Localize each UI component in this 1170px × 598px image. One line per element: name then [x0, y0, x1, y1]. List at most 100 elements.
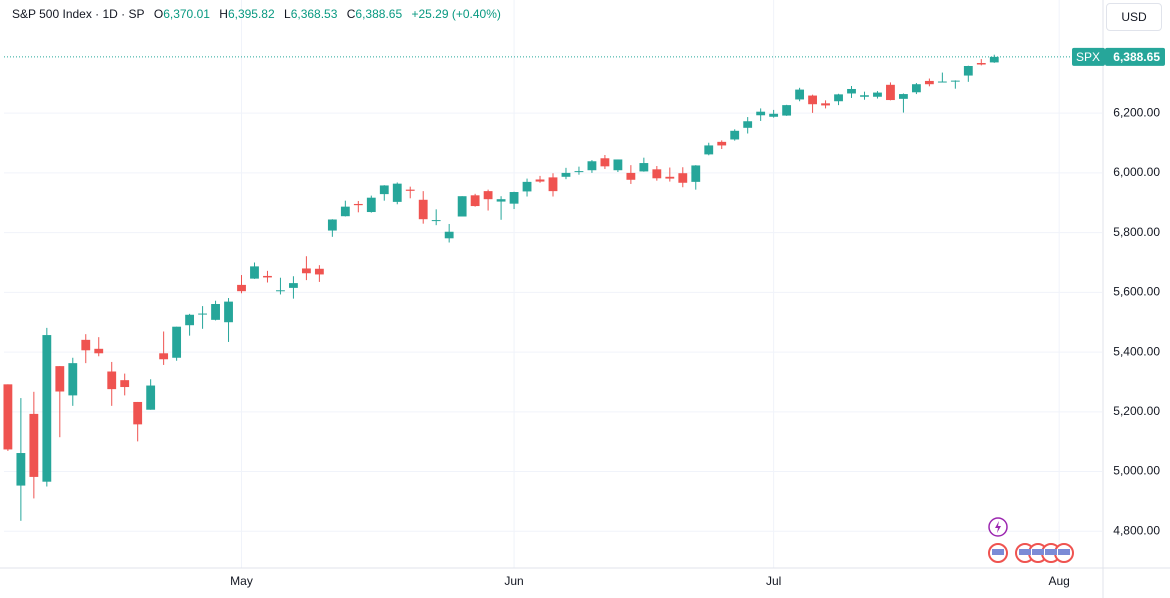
- candle-body: [185, 314, 195, 326]
- candle-body: [314, 268, 324, 275]
- candle-body: [107, 371, 117, 390]
- x-tick-label: May: [230, 574, 253, 588]
- candle-body: [860, 95, 869, 97]
- candle-body: [392, 183, 402, 202]
- candle-body: [704, 145, 714, 155]
- candle-body: [899, 94, 908, 99]
- y-tick-label: 4,800.00: [1113, 523, 1160, 537]
- symbol-tag-label: SPX: [1076, 50, 1100, 64]
- candle-body: [42, 335, 52, 482]
- candle-body: [976, 63, 986, 65]
- x-tick-label: Jun: [504, 574, 523, 588]
- candle-body: [301, 268, 311, 274]
- candle-body: [769, 113, 779, 117]
- candle-body: [847, 88, 856, 94]
- x-tick-label: Aug: [1048, 574, 1069, 588]
- candle-body: [366, 197, 376, 213]
- candle-body: [522, 181, 532, 192]
- candle-body: [16, 453, 26, 486]
- candle-body: [834, 94, 843, 102]
- flag-glyph: [1058, 549, 1070, 555]
- candle-body: [263, 275, 272, 278]
- candle-body: [639, 163, 649, 172]
- candle-body: [94, 348, 104, 354]
- candle-body: [665, 176, 675, 179]
- high-label: H: [219, 7, 228, 21]
- low-value: 6,368.53: [290, 7, 338, 21]
- candle-body: [626, 172, 636, 180]
- candle-body: [795, 89, 805, 100]
- flag-glyph: [1045, 549, 1057, 555]
- candle-body: [68, 363, 78, 396]
- candle-body: [379, 185, 389, 195]
- symbol-title: S&P 500 Index · 1D · SP: [12, 7, 145, 21]
- candle-body: [211, 304, 220, 320]
- low-label: L: [284, 7, 291, 21]
- candle-body: [509, 192, 519, 204]
- candle-body: [535, 179, 545, 182]
- candle-body: [600, 158, 610, 167]
- candle-body: [444, 231, 454, 239]
- close-value: 6,388.65: [355, 7, 403, 21]
- candle-body: [470, 195, 480, 207]
- change-value: +25.29 (+0.40%): [411, 7, 501, 21]
- candle-body: [756, 111, 766, 116]
- event-icons: [988, 517, 1074, 563]
- lightning-glyph: [995, 521, 1001, 533]
- candle-body: [678, 173, 688, 183]
- candle-body: [950, 80, 960, 82]
- candle-body: [574, 171, 584, 173]
- y-tick-label: 5,000.00: [1113, 464, 1160, 478]
- price-tag: [1105, 47, 1165, 66]
- candle-body: [133, 401, 143, 425]
- candle-body: [561, 172, 571, 177]
- candle-body: [963, 65, 973, 76]
- candle-body: [250, 266, 259, 279]
- candle-body: [989, 56, 999, 63]
- candle-body: [289, 283, 298, 288]
- y-tick-label: 5,400.00: [1113, 344, 1160, 358]
- flag-glyph: [1019, 549, 1031, 555]
- candle-body: [457, 196, 467, 217]
- price-tag-label: 6,388.65: [1113, 50, 1160, 64]
- candle-body: [327, 219, 337, 231]
- y-tick-label: 5,800.00: [1113, 225, 1160, 239]
- candle-body: [911, 84, 921, 93]
- candle-body: [613, 159, 623, 171]
- candle-body: [224, 301, 233, 323]
- symbol-tag: [1072, 47, 1105, 66]
- candle-body: [405, 189, 415, 191]
- currency-button[interactable]: USD: [1106, 3, 1162, 31]
- y-tick-label: 5,600.00: [1113, 285, 1160, 299]
- candle-body: [418, 199, 428, 220]
- y-tick-label: 5,200.00: [1113, 404, 1160, 418]
- y-tick-label: 6,200.00: [1113, 105, 1160, 119]
- flag-glyph: [992, 549, 1004, 555]
- candle-body: [172, 326, 182, 358]
- flag-icons[interactable]: [988, 543, 1074, 563]
- candle-body: [821, 103, 830, 106]
- flag-glyph: [1032, 549, 1044, 555]
- candle-body: [808, 95, 817, 105]
- candle-body: [198, 313, 207, 315]
- candle-body: [496, 199, 506, 202]
- candle-body: [691, 165, 701, 182]
- candle-body: [340, 206, 350, 217]
- x-tick-label: Jul: [766, 574, 781, 588]
- candle-body: [159, 353, 169, 360]
- candle-body: [782, 105, 792, 116]
- candle-body: [146, 385, 156, 410]
- candle-body: [548, 177, 558, 192]
- y-tick-label: 6,000.00: [1113, 165, 1160, 179]
- candle-body: [587, 161, 597, 171]
- open-value: 6,370.01: [163, 7, 210, 21]
- candle-body: [353, 203, 363, 206]
- candle-body: [652, 169, 662, 179]
- candle-body: [730, 130, 740, 140]
- candle-body: [120, 380, 130, 388]
- candle-body: [886, 84, 895, 101]
- candle-body: [237, 284, 246, 292]
- candle-body: [717, 141, 727, 146]
